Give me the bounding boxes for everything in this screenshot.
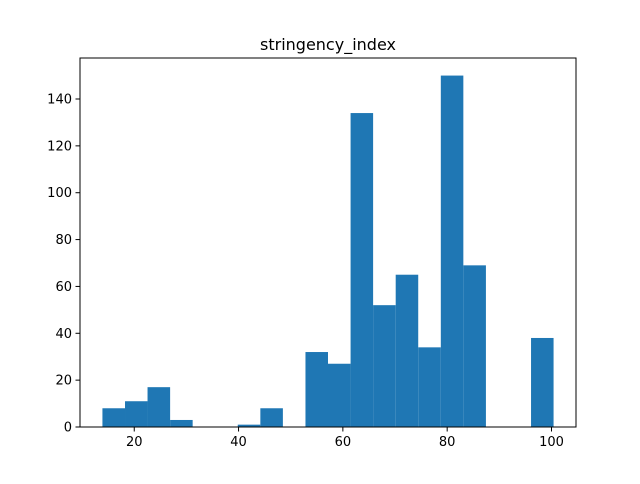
y-tick-label: 100 <box>47 186 72 201</box>
histogram-bar <box>237 424 261 427</box>
chart-title: stringency_index <box>260 35 396 55</box>
histogram-bar <box>440 75 464 427</box>
histogram-bar <box>125 401 148 427</box>
histogram-bar <box>395 274 419 427</box>
histogram-bar <box>102 408 126 427</box>
histogram-bar <box>350 113 374 427</box>
histogram-bar <box>260 408 283 427</box>
bars-layer <box>102 75 554 427</box>
plot-frame <box>79 57 577 428</box>
y-tick-label: 0 <box>64 421 72 436</box>
histogram-bar <box>531 337 554 427</box>
x-tick-label: 80 <box>439 435 456 450</box>
x-tick-label: 20 <box>126 435 143 450</box>
histogram-bar <box>147 387 171 427</box>
y-tick-label: 40 <box>55 327 72 342</box>
histogram-bar <box>373 305 396 427</box>
x-tick-label: 60 <box>335 435 352 450</box>
histogram-bar <box>305 352 328 427</box>
y-tick-label: 60 <box>55 280 72 295</box>
histogram-bar <box>170 419 193 427</box>
x-tick-label: 100 <box>539 435 564 450</box>
y-tick-label: 120 <box>47 139 72 154</box>
histogram-bar <box>463 265 486 427</box>
histogram-bar <box>418 347 441 427</box>
x-tick-label: 40 <box>230 435 247 450</box>
y-tick-label: 80 <box>55 233 72 248</box>
y-tick-label: 20 <box>55 374 72 389</box>
y-tick-label: 140 <box>47 93 72 108</box>
histogram-bar <box>328 363 351 427</box>
x-axis: 20 40 60 80 100 <box>126 427 564 450</box>
y-axis: 0 20 40 60 80 100 120 140 <box>47 93 80 436</box>
